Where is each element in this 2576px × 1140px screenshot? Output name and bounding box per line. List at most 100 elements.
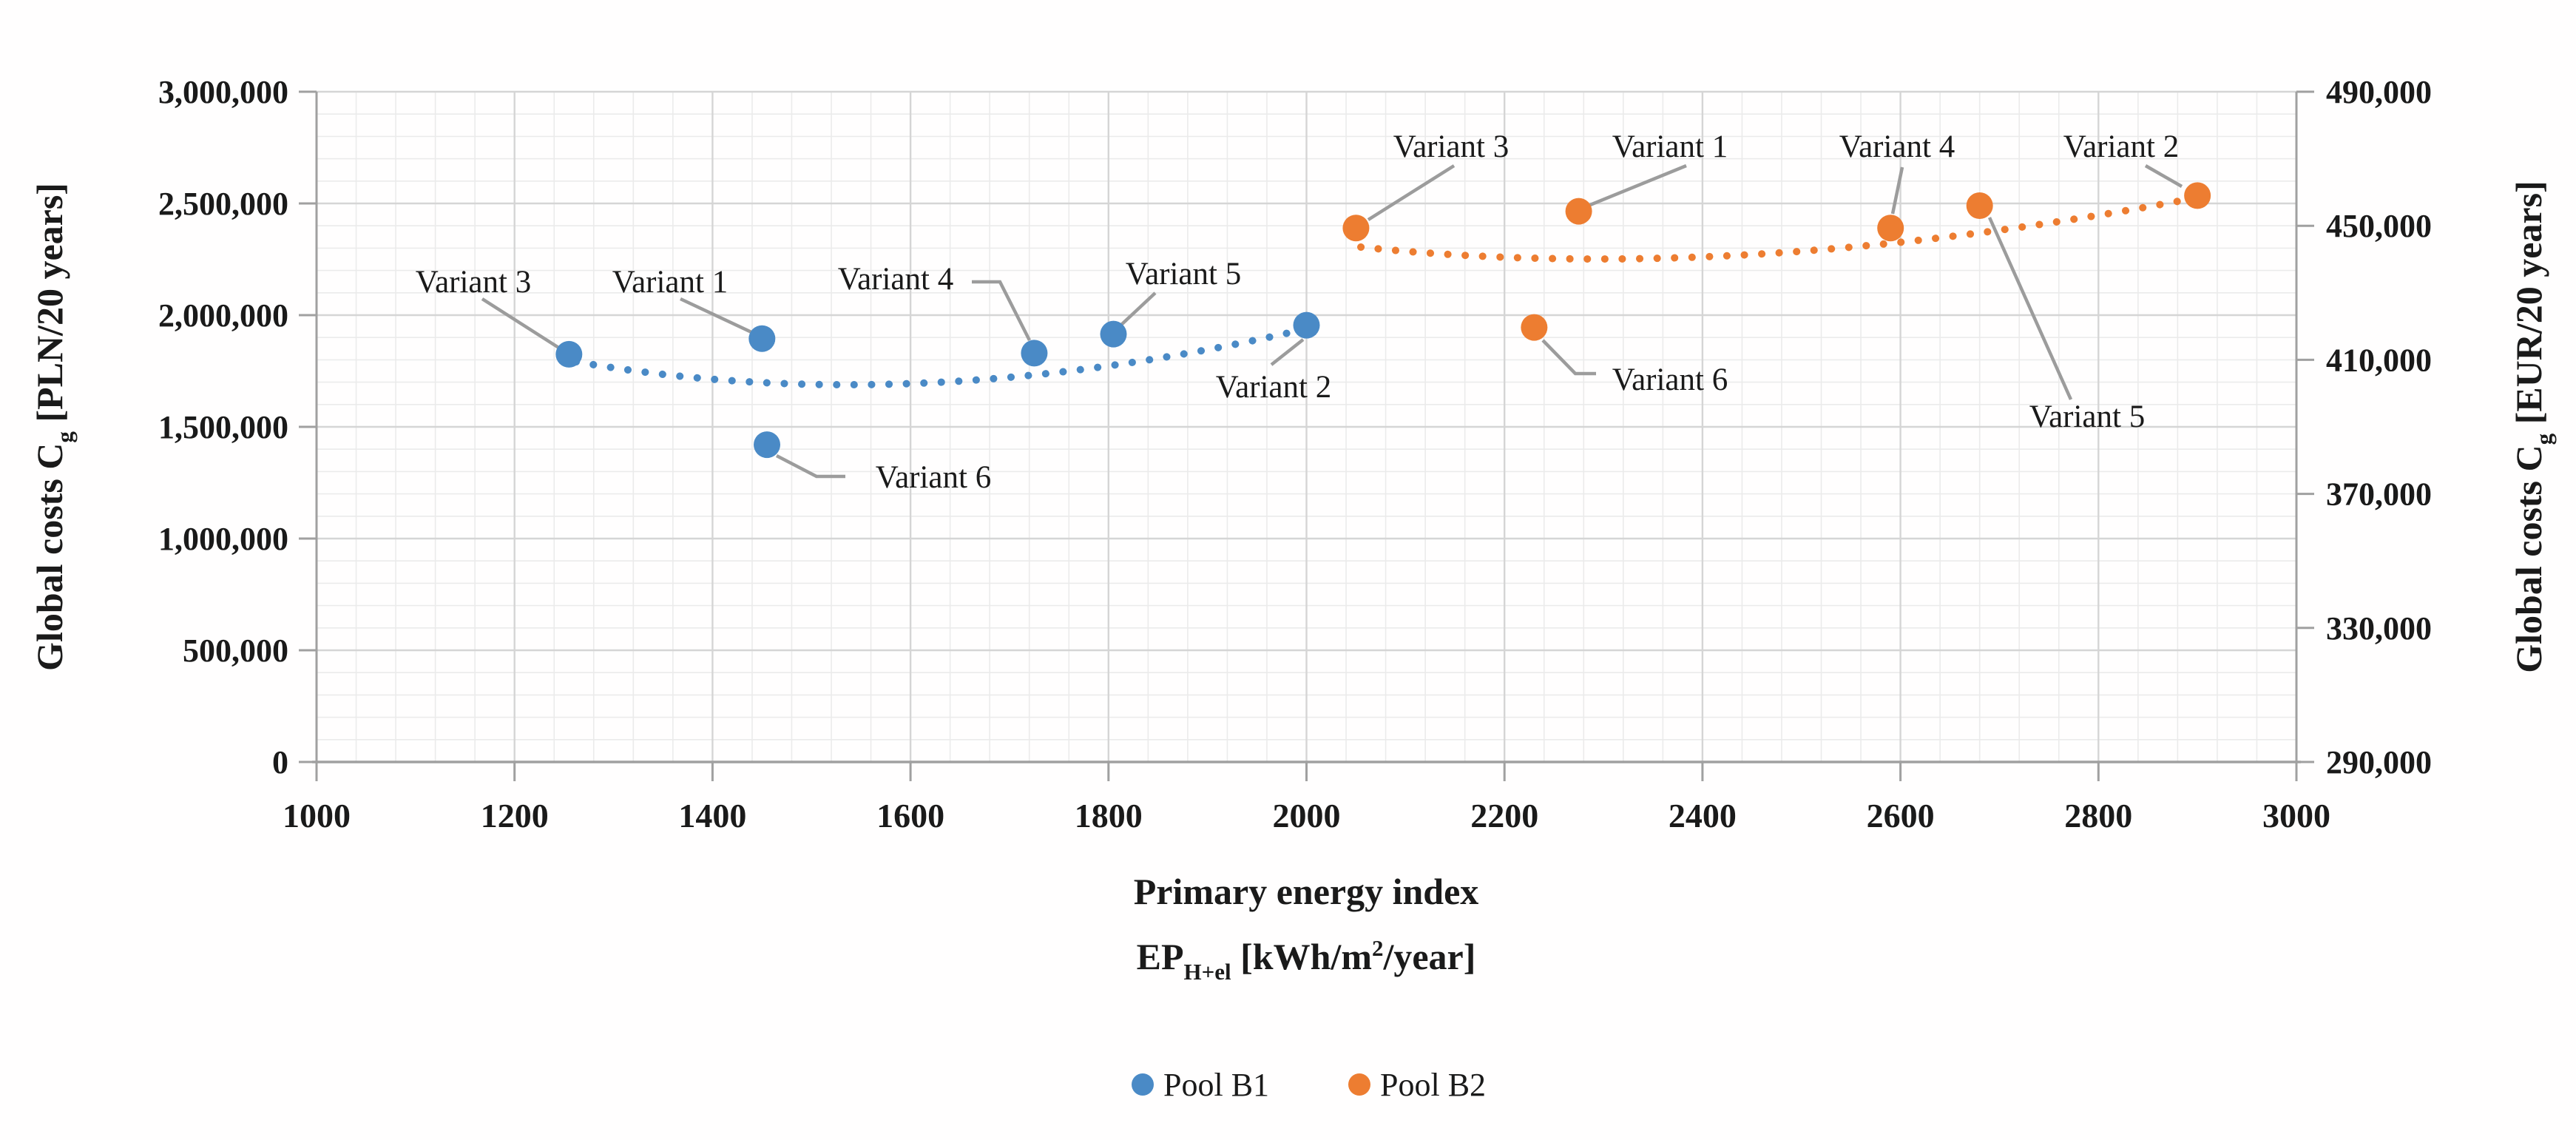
label-text: Variant 6: [876, 460, 991, 495]
label-text: 3000: [2262, 797, 2330, 834]
label-text: 1000: [283, 797, 351, 834]
y-axis-left-tick-label: 0: [272, 744, 288, 780]
label-text: Pool B2: [1380, 1067, 1486, 1103]
x-axis-tick-label: 1600: [876, 797, 944, 834]
label-text: 370,000: [2326, 476, 2432, 513]
leader-line-pool-b1-variant-2: [1270, 338, 1305, 366]
label-text: Variant 3: [1393, 129, 1509, 164]
label-text: 2,500,000: [158, 186, 288, 222]
y-axis-right-title: Global costs Cg​ [EUR/20 years]: [2508, 181, 2557, 672]
x-axis-title-line2: EPH+el​ [kWh/m2​/year]: [1137, 935, 1476, 985]
leader-line-pool-b1-variant-6: [775, 454, 845, 479]
y-axis-right-tick-label: 370,000: [2326, 476, 2432, 513]
legend-dot-pool-b1: [1132, 1073, 1154, 1096]
x-axis-tick-label: 2200: [1470, 797, 1538, 834]
label-text: 410,000: [2326, 342, 2432, 378]
scatter-point-pool-b1-variant-2: [1293, 311, 1320, 339]
label-text: Pool B1: [1163, 1067, 1269, 1103]
variant-label-pool-b2-variant-4: Variant 4: [1839, 129, 1955, 164]
label-text: 2200: [1470, 797, 1538, 834]
variant-label-pool-b1-variant-6: Variant 6: [876, 460, 991, 495]
x-axis-tick-label: 3000: [2262, 797, 2330, 834]
variant-label-pool-b2-variant-6: Variant 6: [1612, 362, 1728, 397]
y-axis-left-tick-label: 1,000,000: [158, 521, 288, 557]
label-text: EP: [1137, 936, 1184, 977]
label-text: Variant 5: [2029, 399, 2145, 434]
subscript-text: g: [2531, 433, 2557, 445]
label-text: Variant 6: [1612, 362, 1728, 397]
x-axis-tick-label: 2800: [2064, 797, 2132, 834]
scatter-point-pool-b1-variant-6: [754, 431, 781, 459]
variant-label-pool-b1-variant-2: Variant 2: [1216, 370, 1331, 405]
variant-label-pool-b1-variant-3: Variant 3: [416, 265, 531, 300]
label-text: [EUR/20 years]: [2508, 181, 2549, 434]
label-text: Global costs C: [29, 443, 70, 671]
leader-line-pool-b2-variant-5: [1987, 217, 2073, 400]
variant-label-pool-b2-variant-2: Variant 2: [2063, 129, 2179, 164]
label-text: Global costs C: [2508, 445, 2549, 672]
variant-label-pool-b1-variant-4: Variant 4: [838, 262, 953, 297]
subscript-text: g: [52, 431, 78, 443]
label-text: 1,500,000: [158, 409, 288, 445]
label-text: 1400: [678, 797, 746, 834]
scatter-point-pool-b1-variant-1: [748, 325, 776, 352]
leader-line-pool-b1-variant-5: [1119, 291, 1157, 327]
label-text: Variant 4: [838, 262, 953, 297]
label-text: Variant 4: [1839, 129, 1955, 164]
label-text: Variant 2: [2063, 129, 2179, 164]
scatter-point-pool-b1-variant-5: [1100, 320, 1127, 348]
y-axis-right-tick-label: 410,000: [2326, 342, 2432, 378]
x-axis-tick-label: 1200: [481, 797, 549, 834]
label-text: 0: [272, 744, 288, 780]
label-text: [PLN/20 years]: [29, 183, 70, 431]
label-text: 1,000,000: [158, 521, 288, 557]
trendline-pool-b1: [572, 326, 1305, 389]
label-text: 3,000,000: [158, 74, 288, 110]
leader-line-pool-b2-variant-4: [1890, 166, 1904, 215]
variant-label-pool-b1-variant-1: Variant 1: [612, 265, 728, 300]
label-text: 330,000: [2326, 610, 2432, 647]
scatter-point-pool-b2-variant-2: [2184, 182, 2211, 209]
label-text: 2800: [2064, 797, 2132, 834]
leader-line-pool-b2-variant-2: [2144, 164, 2183, 188]
label-text: 450,000: [2326, 208, 2432, 244]
y-axis-left-tick-label: 2,500,000: [158, 186, 288, 222]
variant-label-pool-b2-variant-5: Variant 5: [2029, 399, 2145, 434]
variant-label-pool-b2-variant-1: Variant 1: [1612, 129, 1728, 164]
label-text: 2000: [1273, 797, 1341, 834]
y-axis-left-tick-label: 2,000,000: [158, 297, 288, 334]
legend-label-pool-b2: Pool B2: [1380, 1067, 1486, 1103]
scatter-point-pool-b2-variant-3: [1342, 215, 1370, 242]
label-text: Variant 3: [416, 265, 531, 300]
scatter-point-pool-b2-variant-5: [1966, 192, 1993, 220]
scatter-point-pool-b2-variant-6: [1521, 314, 1548, 341]
variant-label-pool-b2-variant-3: Variant 3: [1393, 129, 1509, 164]
label-text: Variant 2: [1216, 370, 1331, 405]
leader-line-pool-b2-variant-1: [1589, 163, 1687, 207]
scatter-point-pool-b2-variant-4: [1877, 215, 1904, 242]
label-text: 290,000: [2326, 744, 2432, 780]
y-axis-right-tick-label: 290,000: [2326, 744, 2432, 780]
y-axis-right-tick-label: 330,000: [2326, 610, 2432, 647]
label-text: 2400: [1669, 797, 1737, 834]
scatter-point-pool-b1-variant-3: [555, 340, 583, 368]
label-text: 500,000: [183, 633, 288, 669]
superscript-text: 2: [1372, 935, 1384, 961]
x-axis-tick-label: 2000: [1273, 797, 1341, 834]
y-axis-left-tick-label: 3,000,000: [158, 74, 288, 110]
label-text: 1600: [876, 797, 944, 834]
legend-label-pool-b1: Pool B1: [1163, 1067, 1269, 1103]
y-axis-left-title: Global costs Cg​ [PLN/20 years]: [29, 183, 78, 671]
label-text: [kWh/m: [1231, 936, 1372, 977]
leader-line-pool-b1-variant-1: [680, 297, 754, 335]
label-text: 1800: [1075, 797, 1143, 834]
label-text: Variant 1: [612, 265, 728, 300]
leader-line-pool-b1-variant-4: [972, 280, 1032, 342]
leader-line-pool-b2-variant-3: [1367, 164, 1456, 221]
x-axis-title-line1: Primary energy index: [1134, 871, 1479, 912]
label-text: 490,000: [2326, 74, 2432, 110]
x-axis-tick-label: 2400: [1669, 797, 1737, 834]
leader-line-pool-b2-variant-6: [1541, 339, 1596, 376]
